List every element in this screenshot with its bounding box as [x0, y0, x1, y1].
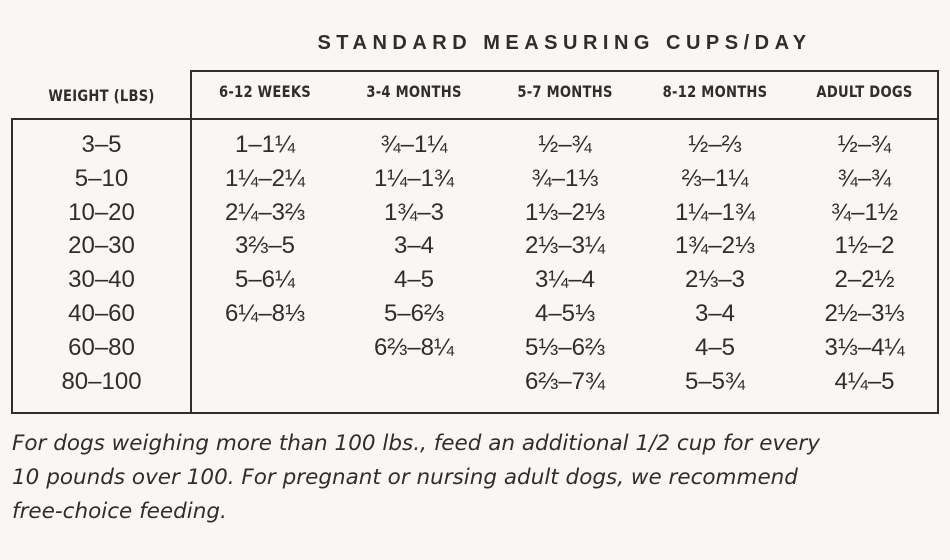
header-6-12-weeks: 6-12 WEEKS	[219, 82, 311, 101]
weight-cell: 5–10	[74, 164, 129, 192]
cups-cell: 1⅓–2⅓	[524, 198, 606, 226]
table-row: 5–10 1¼–2¼ 1¼–1¾ ¾–1⅓ ⅔–1¼ ¾–¾	[11, 162, 939, 196]
cups-cell: 4–5⅓	[534, 299, 596, 327]
header-weight: WEIGHT (LBS)	[48, 86, 155, 105]
cups-cell: 2½–3⅓	[824, 299, 905, 327]
cups-cell: 2⅓–3¼	[524, 232, 606, 260]
cups-cell: ¾–1¼	[380, 131, 448, 158]
cups-cell: 2–2½	[834, 266, 895, 294]
cups-cell	[192, 365, 338, 399]
table-row: 3–5 1–1¼ ¾–1¼ ½–¾ ½–⅔ ½–¾	[11, 128, 939, 162]
table-row: 40–60 6¼–8⅓ 5–6⅔ 4–5⅓ 3–4 2½–3⅓	[11, 297, 939, 331]
footnote-line: 10 pounds over 100. For pregnant or nurs…	[12, 464, 798, 490]
cups-cell: 6¼–8⅓	[224, 299, 306, 327]
footnote-line: free-choice feeding.	[12, 498, 227, 524]
cups-cell: 4–5	[694, 333, 736, 361]
table-row: 80–100 6⅔–7¾ 5–5¾ 4¼–5	[11, 365, 939, 399]
weight-cell: 10–20	[68, 198, 135, 226]
table-title: STANDARD MEASURING CUPS/DAY	[317, 32, 812, 54]
table-body: 3–5 1–1¼ ¾–1¼ ½–¾ ½–⅔ ½–¾ 5–10 1¼–2¼ 1¼–…	[11, 128, 939, 398]
weight-cell: 20–30	[68, 232, 135, 260]
cups-cell: ¾–1⅓	[531, 164, 599, 192]
cups-cell: ½–¾	[837, 131, 892, 158]
cups-cell: ½–¾	[538, 131, 592, 158]
cups-cell: 1¼–2¼	[224, 164, 306, 192]
header-adult-dogs: ADULT DOGS	[816, 82, 913, 101]
cups-cell: 3¼–4	[534, 266, 596, 294]
weight-cell: 40–60	[68, 299, 135, 327]
weight-cell: 60–80	[68, 333, 135, 361]
cups-cell: 5⅓–6⅔	[524, 333, 606, 361]
feeding-footnote: For dogs weighing more than 100 lbs., fe…	[12, 427, 938, 528]
header-8-12-months: 8-12 MONTHS	[662, 82, 768, 101]
table-row: 20–30 3⅔–5 3–4 2⅓–3¼ 1¾–2⅓ 1½–2	[11, 229, 939, 263]
weight-cell: 80–100	[61, 367, 142, 395]
cups-cell: 6⅔–7¾	[524, 367, 606, 395]
header-3-4-months: 3-4 MONTHS	[366, 82, 462, 101]
table-row: 60–80 6⅔–8¼ 5⅓–6⅔ 4–5 3⅓–4¼	[11, 331, 939, 365]
table-header-row: WEIGHT (LBS) 6-12 WEEKS 3-4 MONTHS 5-7 M…	[11, 70, 939, 120]
weight-cell: 30–40	[68, 266, 135, 294]
cups-cell: 4¼–5	[834, 367, 895, 395]
cups-cell: 1¼–1¾	[373, 164, 455, 192]
cups-cell	[192, 331, 338, 365]
cups-cell: 3⅔–5	[234, 232, 296, 260]
cups-cell: 1½–2	[834, 232, 895, 260]
cups-cell: 3–4	[393, 232, 435, 260]
cups-cell: 4–5	[393, 266, 435, 294]
cups-cell	[338, 365, 490, 399]
cups-cell: 5–6¼	[234, 266, 296, 294]
table-row: 10–20 2¼–3⅔ 1¾–3 1⅓–2⅓ 1¼–1¾ ¾–1½	[11, 196, 939, 230]
weight-cell: 3–5	[81, 131, 122, 158]
cups-cell: 2¼–3⅔	[224, 198, 306, 226]
cups-cell: 1¼–1¾	[674, 198, 756, 226]
cups-cell: ¾–1½	[831, 198, 898, 226]
cups-cell: 5–5¾	[684, 367, 746, 395]
cups-cell: 2⅓–3	[684, 266, 746, 294]
cups-cell: 3⅓–4¼	[824, 333, 905, 361]
table-row: 30–40 5–6¼ 4–5 3¼–4 2⅓–3 2–2½	[11, 263, 939, 297]
cups-cell: 6⅔–8¼	[373, 333, 455, 361]
footnote-line: For dogs weighing more than 100 lbs., fe…	[12, 431, 820, 456]
cups-cell: 3–4	[694, 299, 736, 327]
header-5-7-months: 5-7 MONTHS	[517, 82, 613, 101]
cups-cell: 1–1¼	[234, 131, 296, 158]
feeding-table: WEIGHT (LBS) 6-12 WEEKS 3-4 MONTHS 5-7 M…	[11, 70, 939, 414]
cups-cell: ⅔–1¼	[681, 164, 749, 192]
cups-cell: 1¾–3	[383, 198, 445, 226]
cups-cell: ¾–¾	[837, 164, 892, 192]
cups-cell: ½–⅔	[688, 131, 742, 158]
cups-cell: 1¾–2⅓	[674, 232, 756, 260]
cups-cell: 5–6⅔	[383, 299, 445, 327]
age-columns-border	[190, 70, 939, 412]
